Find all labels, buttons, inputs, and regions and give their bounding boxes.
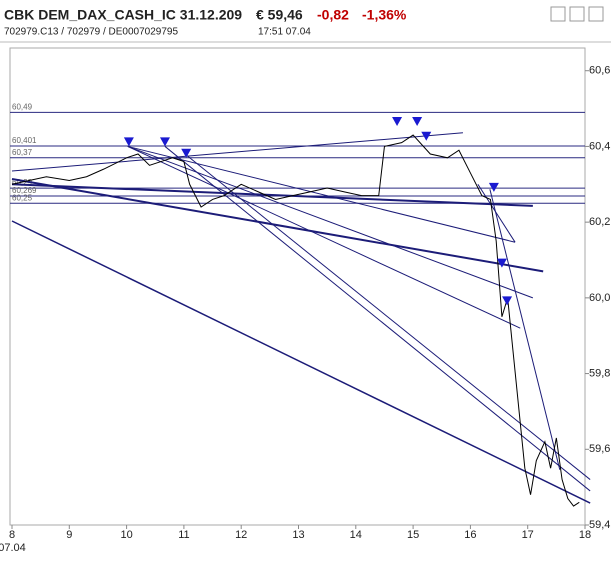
marker: [392, 116, 403, 126]
level-label: 60,269: [12, 186, 37, 195]
tool-button[interactable]: [588, 6, 604, 22]
trendline: [127, 145, 521, 329]
x-tick-label: 10: [120, 529, 132, 541]
trendline: [477, 184, 516, 243]
trendline: [127, 145, 516, 243]
tool-button[interactable]: [569, 6, 585, 22]
x-tick-label: 11: [178, 529, 189, 541]
level-label: 60,401: [12, 136, 37, 145]
price: € 59,46: [256, 7, 303, 23]
y-tick-label: 60,6: [589, 65, 610, 77]
trendline: [164, 146, 591, 492]
tool-button[interactable]: [550, 6, 566, 22]
x-tick-label: 16: [464, 529, 476, 541]
y-tick-label: 60,0: [589, 292, 610, 304]
marker: [412, 116, 423, 126]
trendline: [11, 178, 544, 273]
trendline: [184, 153, 591, 480]
x-tick-label: 12: [235, 529, 247, 541]
marker: [159, 137, 170, 147]
level-label: 60,49: [12, 102, 33, 111]
marker: [123, 137, 134, 147]
marker: [421, 131, 432, 141]
plot-area: [9, 47, 586, 526]
price-line: [11, 134, 580, 507]
level-label: 60,25: [12, 193, 33, 202]
marker: [496, 258, 507, 268]
trendline: [127, 145, 534, 299]
x-tick-label: 13: [292, 529, 304, 541]
x-tick-label: 17: [522, 529, 534, 541]
trendline: [11, 183, 533, 207]
y-tick-label: 59,6: [589, 443, 610, 455]
trendline: [489, 189, 561, 470]
trendline: [11, 132, 463, 172]
change: -0,82: [317, 7, 349, 23]
marker: [502, 296, 513, 306]
x-tick-label: 9: [66, 529, 72, 541]
marker: [181, 148, 192, 158]
level-label: 60,37: [12, 148, 33, 157]
trendline: [11, 220, 591, 504]
change-pct: -1,36%: [362, 7, 407, 23]
ids: 702979.C13 / 702979 / DE0007029795: [4, 27, 178, 38]
marker: [488, 182, 499, 192]
y-tick-label: 59,8: [589, 367, 610, 379]
x-tick-label: 8: [9, 529, 15, 541]
toolbar[interactable]: [550, 6, 604, 22]
level-label: 60,29: [12, 178, 33, 187]
x-tick-label: 15: [407, 529, 419, 541]
y-tick-label: 59,4: [589, 519, 610, 531]
x-tick-label: 14: [350, 529, 362, 541]
title: CBK DEM_DAX_CASH_IC 31.12.209: [4, 7, 242, 23]
x-tick-label: 18: [579, 529, 591, 541]
y-tick-label: 60,2: [589, 216, 610, 228]
x-date-label: 07.04: [0, 542, 26, 554]
y-tick-label: 60,4: [589, 140, 610, 152]
time: 17:51 07.04: [258, 27, 311, 38]
